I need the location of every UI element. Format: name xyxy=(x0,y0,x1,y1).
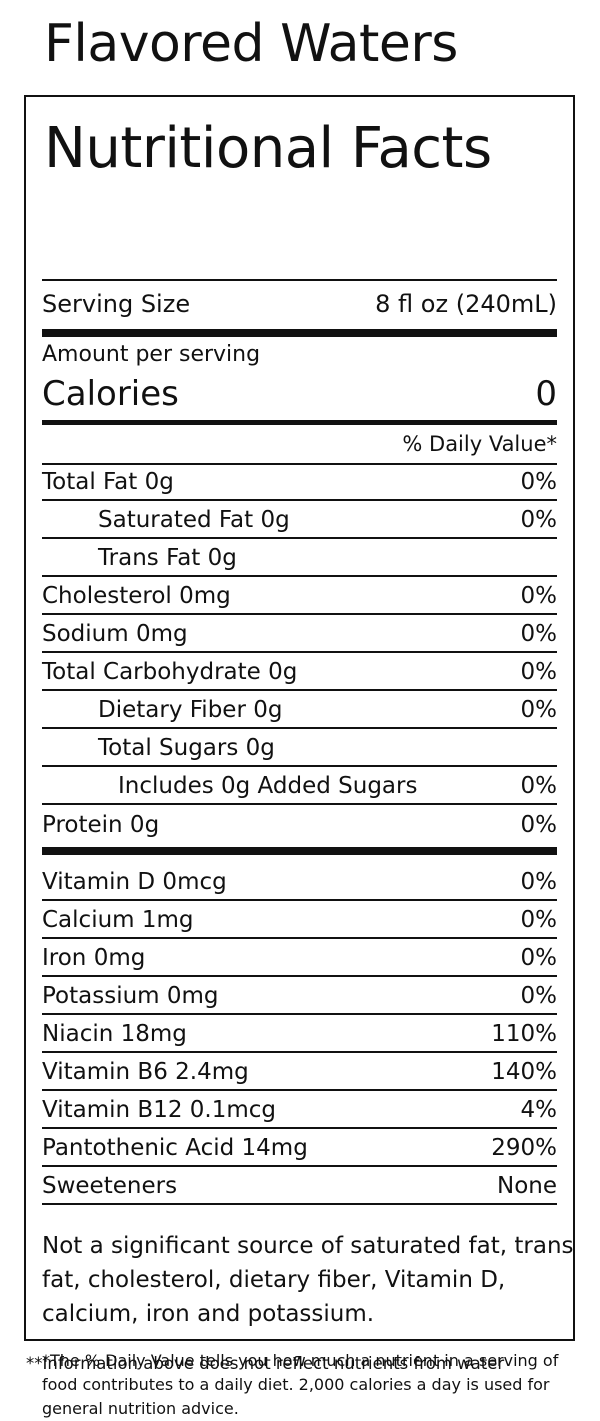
calories-label: Calories xyxy=(42,374,179,414)
vitamin-row: Sweeteners None xyxy=(42,1169,557,1205)
nutrient-row: Total Sugars 0g xyxy=(42,731,557,767)
vitamin-row: Niacin 18mg 110% xyxy=(42,1017,557,1053)
nutrient-label: Trans Fat 0g xyxy=(98,545,237,571)
nutrient-label: Protein 0g xyxy=(42,812,160,838)
nutrient-label: Dietary Fiber 0g xyxy=(98,697,283,723)
vitamin-label: Sweeteners xyxy=(42,1173,178,1199)
vitamin-label: Pantothenic Acid 14mg xyxy=(42,1135,308,1161)
nutrient-label: Total Carbohydrate 0g xyxy=(42,659,298,685)
nutrient-dv: 0% xyxy=(520,659,558,685)
nutrient-row: Sodium 0mg 0% xyxy=(42,617,557,653)
nutrient-row: Saturated Fat 0g 0% xyxy=(42,503,557,539)
vitamin-label: Calcium 1mg xyxy=(42,907,194,933)
vitamin-dv: 0% xyxy=(520,869,558,895)
divider-thick-vitamins xyxy=(42,847,557,855)
divider-under-dv-header xyxy=(42,463,557,465)
serving-size-value: 8 fl oz (240mL) xyxy=(375,290,557,318)
nutrient-dv: 0% xyxy=(520,507,558,533)
vitamin-label: Iron 0mg xyxy=(42,945,146,971)
nutrient-row: Dietary Fiber 0g 0% xyxy=(42,693,557,729)
vitamin-label: Potassium 0mg xyxy=(42,983,219,1009)
amount-per-serving: Amount per serving xyxy=(42,342,261,367)
calories-value: 0 xyxy=(535,374,557,414)
divider-thick-serving xyxy=(42,329,557,337)
nutrient-label: Total Sugars 0g xyxy=(98,735,275,761)
nutrient-row: Trans Fat 0g xyxy=(42,541,557,577)
nutrition-facts-panel: Nutritional Facts Serving Size 8 fl oz (… xyxy=(24,95,575,1418)
nutrient-label: Cholesterol 0mg xyxy=(42,583,231,609)
daily-value-header: % Daily Value* xyxy=(42,427,557,461)
nutrient-label: Includes 0g Added Sugars xyxy=(118,773,418,799)
divider-under-title xyxy=(42,279,557,281)
vitamin-dv: 0% xyxy=(520,945,558,971)
nutrient-label: Sodium 0mg xyxy=(42,621,188,647)
vitamin-dv: 140% xyxy=(491,1059,557,1085)
vitamin-dv: 290% xyxy=(491,1135,557,1161)
calories-row: Calories 0 xyxy=(42,371,557,417)
water-disclaimer: **Information above does not reflect nut… xyxy=(26,1354,505,1373)
vitamin-row: Vitamin B6 2.4mg 140% xyxy=(42,1055,557,1091)
nutrient-label: Total Fat 0g xyxy=(42,469,174,495)
vitamin-label: Niacin 18mg xyxy=(42,1021,187,1047)
nutrient-row: Total Carbohydrate 0g 0% xyxy=(42,655,557,691)
nutrient-dv: 0% xyxy=(520,697,558,723)
vitamin-label: Vitamin B6 2.4mg xyxy=(42,1059,249,1085)
vitamin-row: Iron 0mg 0% xyxy=(42,941,557,977)
vitamin-dv: 4% xyxy=(520,1097,558,1123)
vitamin-row: Calcium 1mg 0% xyxy=(42,903,557,939)
nutrient-dv: 0% xyxy=(520,469,558,495)
nutrient-dv: 0% xyxy=(520,621,558,647)
vitamin-dv: None xyxy=(496,1173,557,1199)
vitamin-row: Pantothenic Acid 14mg 290% xyxy=(42,1131,557,1167)
nutrient-dv: 0% xyxy=(520,812,558,838)
nutrient-row: Total Fat 0g 0% xyxy=(42,465,557,501)
not-significant-statement: Not a significant source of saturated fa… xyxy=(42,1233,574,1327)
vitamin-dv: 110% xyxy=(491,1021,557,1047)
vitamin-dv: 0% xyxy=(520,907,558,933)
daily-value-header-text: % Daily Value* xyxy=(402,432,557,456)
vitamin-row: Vitamin D 0mcg 0% xyxy=(42,865,557,901)
nutrient-row: Includes 0g Added Sugars 0% xyxy=(42,769,557,805)
divider-under-calories xyxy=(42,420,557,425)
facts-title: Nutritional Facts xyxy=(44,116,492,181)
nutrient-dv: 0% xyxy=(520,583,558,609)
serving-size-row: Serving Size 8 fl oz (240mL) xyxy=(42,285,557,323)
vitamin-label: Vitamin B12 0.1mcg xyxy=(42,1097,276,1123)
nutrient-dv: 0% xyxy=(520,773,558,799)
nutrient-row: Protein 0g 0% xyxy=(42,807,557,843)
nutrient-row: Cholesterol 0mg 0% xyxy=(42,579,557,615)
nutrient-label: Saturated Fat 0g xyxy=(98,507,290,533)
vitamin-label: Vitamin D 0mcg xyxy=(42,869,227,895)
vitamin-dv: 0% xyxy=(520,983,558,1009)
product-title: Flavored Waters xyxy=(44,14,458,74)
vitamin-row: Potassium 0mg 0% xyxy=(42,979,557,1015)
vitamin-row: Vitamin B12 0.1mcg 4% xyxy=(42,1093,557,1129)
serving-size-label: Serving Size xyxy=(42,290,191,318)
